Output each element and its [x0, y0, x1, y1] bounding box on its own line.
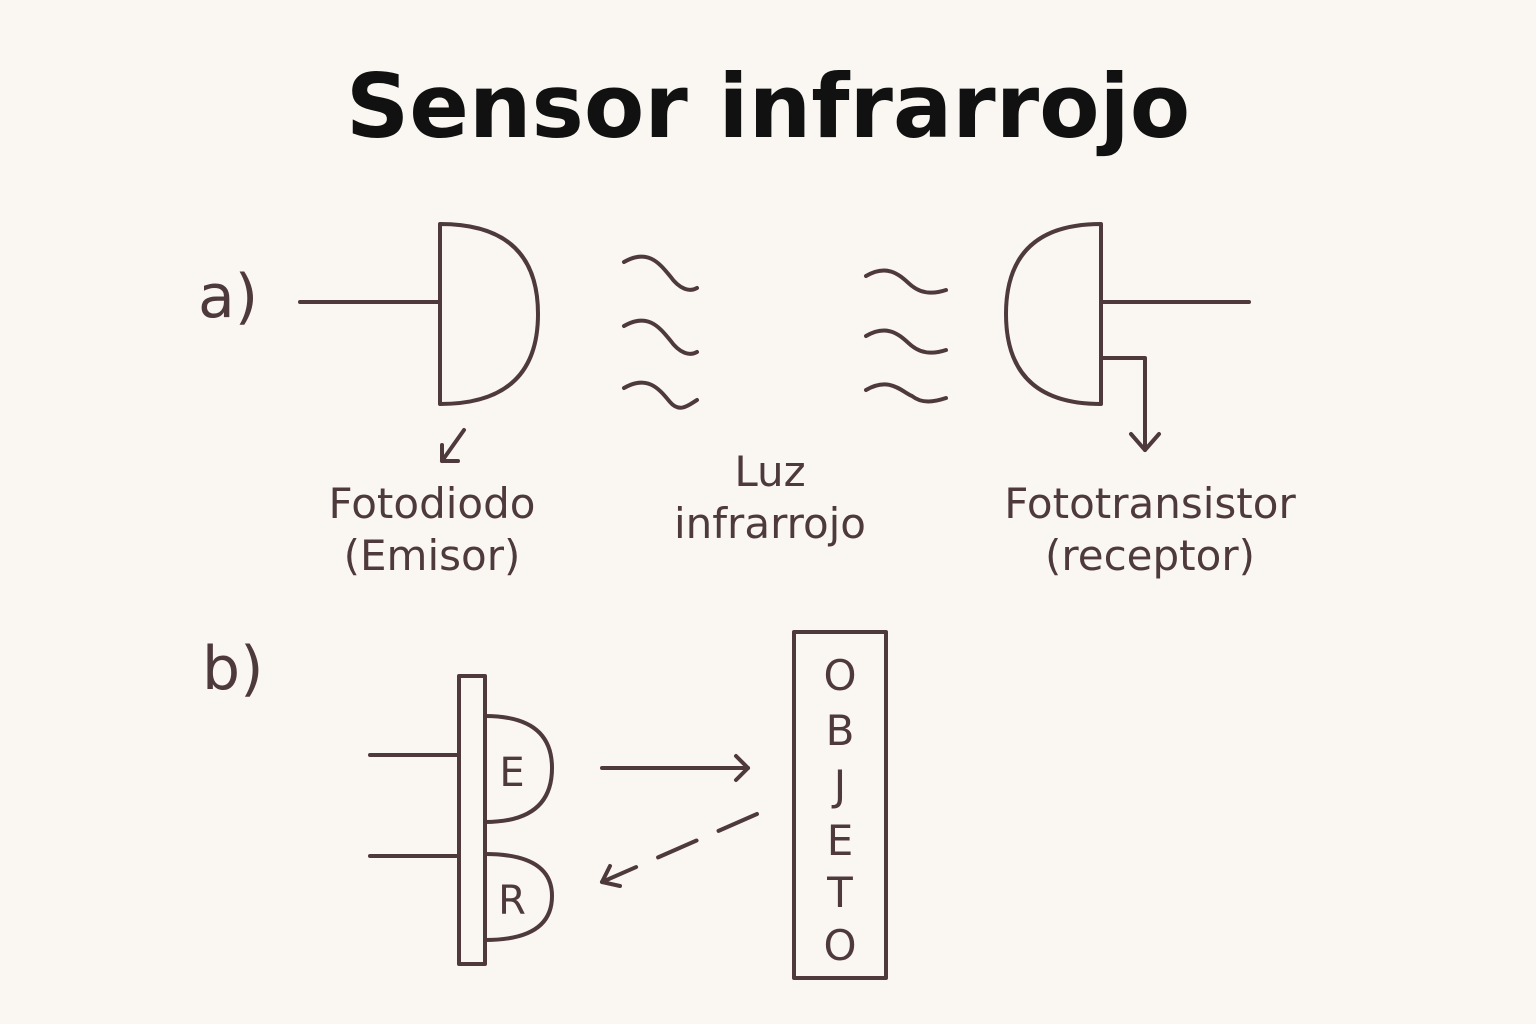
- emitter-pointer-arrow: [440, 428, 466, 463]
- section-a-label: a): [198, 262, 259, 332]
- reflected-ray-arrow: [600, 812, 759, 888]
- diagram-title: Sensor infrarrojo: [345, 55, 1191, 158]
- object-letter: T: [826, 868, 853, 917]
- emitter-label-line2: (Emisor): [343, 531, 521, 580]
- object-letter: B: [826, 706, 855, 755]
- receiver-led-shape: [483, 852, 554, 942]
- emitter-label: Fotodiodo (Emisor): [292, 478, 572, 582]
- section-b-label: b): [202, 634, 264, 704]
- receiver-output-arrow: [1099, 356, 1161, 452]
- emitter-label-line1: Fotodiodo: [328, 479, 536, 528]
- light-label-line1: Luz: [734, 447, 806, 496]
- object-box: [792, 630, 888, 980]
- emitter-photodiode-symbol: [438, 222, 540, 406]
- receiver-label-line2: (receptor): [1045, 531, 1255, 580]
- infrared-waves-left: [622, 254, 699, 410]
- receiver-label-line1: Fototransistor: [1004, 479, 1296, 528]
- object-letter: J: [831, 761, 846, 810]
- receiver-phototransistor-symbol: [1004, 222, 1103, 406]
- object-label: O B J E T O: [823, 651, 856, 970]
- emitter-letter: E: [499, 750, 524, 796]
- receiver-letter: R: [498, 878, 526, 924]
- infrared-waves-right: [864, 268, 948, 404]
- emitter-led-shape: [483, 714, 554, 824]
- object-letter: O: [823, 651, 856, 700]
- receiver-label: Fototransistor (receptor): [980, 478, 1320, 582]
- light-label-line2: infrarrojo: [673, 499, 866, 548]
- sensor-board: [457, 674, 487, 966]
- light-label: Luz infrarrojo: [640, 446, 900, 550]
- emitted-ray-arrow: [600, 754, 750, 782]
- object-letter: E: [827, 816, 854, 865]
- object-letter: O: [823, 921, 856, 970]
